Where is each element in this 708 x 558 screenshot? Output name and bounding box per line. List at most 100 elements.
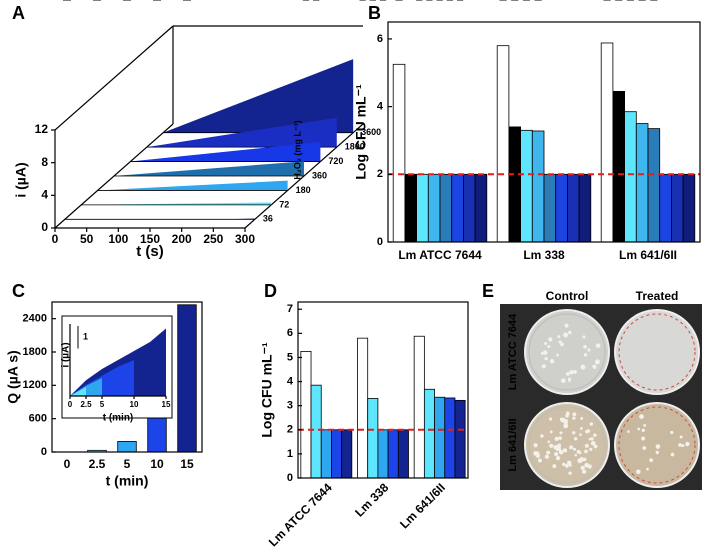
bar xyxy=(413,335,425,479)
colony xyxy=(593,444,598,449)
colony xyxy=(554,436,559,442)
colony xyxy=(537,458,542,463)
colony xyxy=(555,455,561,461)
colony xyxy=(655,450,660,455)
x-axis-label: t (s) xyxy=(136,243,164,260)
colony xyxy=(583,344,587,349)
colony xyxy=(582,335,586,339)
colony xyxy=(595,343,601,349)
bar xyxy=(454,399,466,479)
bar xyxy=(416,173,429,243)
y-tick-label: 1 xyxy=(287,448,293,460)
bar xyxy=(555,173,568,243)
trace-area xyxy=(97,180,288,191)
x-tick-label: 15 xyxy=(180,457,194,471)
plot-frame xyxy=(297,301,469,479)
colony xyxy=(572,431,576,435)
colony xyxy=(579,433,582,437)
colony xyxy=(569,463,572,467)
colony xyxy=(589,447,593,452)
colony xyxy=(544,341,548,345)
y-tick-label: 2 xyxy=(287,424,293,436)
x-tick-label: 150 xyxy=(140,232,160,246)
colony xyxy=(558,449,564,455)
colony xyxy=(547,344,551,348)
y-tick-label: 6 xyxy=(287,327,293,339)
plot-frame xyxy=(51,301,203,453)
colony xyxy=(547,440,551,444)
y-tick-label: 2 xyxy=(377,168,383,180)
colony xyxy=(678,443,682,447)
y-tick-label: 12 xyxy=(35,122,49,136)
y-tick-label: 0 xyxy=(287,472,293,484)
series-label: 36 xyxy=(263,214,273,224)
colony xyxy=(568,330,572,335)
colony xyxy=(556,353,559,357)
column-label: Treated xyxy=(636,289,679,303)
bar xyxy=(451,173,464,243)
colony xyxy=(642,446,647,450)
y-tick-label: 0 xyxy=(377,236,383,248)
colony xyxy=(560,378,566,383)
x-tick-label: 5 xyxy=(100,400,105,409)
x-axis-label: t (min) xyxy=(106,473,149,489)
panel-label: A xyxy=(12,3,25,23)
panel-label: E xyxy=(482,281,494,301)
x-tick-label: 250 xyxy=(203,232,223,246)
bar xyxy=(543,173,557,243)
colony xyxy=(637,427,641,431)
colony xyxy=(544,357,548,361)
colony xyxy=(587,348,591,352)
y-tick-label: 4 xyxy=(377,101,384,113)
bar xyxy=(635,123,649,243)
area xyxy=(70,387,86,396)
colony xyxy=(641,436,646,441)
series-label: 1800 xyxy=(345,141,365,151)
colony xyxy=(548,417,553,421)
colony xyxy=(580,417,584,420)
colony xyxy=(567,378,571,382)
colony xyxy=(554,452,559,457)
colony xyxy=(580,364,586,370)
x-tick-label: Lm 641/6II xyxy=(397,480,448,531)
colony xyxy=(593,365,597,369)
colony xyxy=(564,323,569,328)
bar xyxy=(331,429,343,479)
trace-area xyxy=(146,117,337,148)
trace-area xyxy=(114,161,304,176)
colony xyxy=(639,414,644,419)
bar xyxy=(647,128,661,243)
bar xyxy=(496,45,510,243)
bar xyxy=(357,337,369,479)
colony xyxy=(565,372,570,376)
colony xyxy=(590,437,594,441)
colony xyxy=(558,436,562,440)
colony xyxy=(565,411,570,416)
colony xyxy=(584,449,588,454)
x-tick-label: 0 xyxy=(52,232,59,246)
bar xyxy=(474,173,488,243)
bar xyxy=(404,173,417,243)
bar xyxy=(520,129,533,243)
series-label: 3600 xyxy=(361,127,381,137)
axis-line xyxy=(54,25,174,131)
x-tick-label: 10 xyxy=(130,400,139,409)
x-tick-label: Lm ATCC 7644 xyxy=(266,480,335,549)
y-tick-label: 2400 xyxy=(23,313,47,325)
bar xyxy=(567,173,580,243)
y-tick-label: 8 xyxy=(41,155,48,169)
colony xyxy=(563,332,569,338)
colony xyxy=(569,445,574,450)
colony xyxy=(572,447,577,451)
colony xyxy=(552,464,557,469)
colony xyxy=(579,427,583,430)
series-label: 180 xyxy=(296,185,311,195)
bar xyxy=(671,173,684,243)
bar xyxy=(682,173,696,243)
y-tick-label: 600 xyxy=(29,413,47,425)
colony xyxy=(562,462,566,467)
colony xyxy=(649,458,654,463)
colony xyxy=(541,364,546,369)
x-tick-label: 50 xyxy=(80,232,94,246)
colony xyxy=(535,453,541,458)
